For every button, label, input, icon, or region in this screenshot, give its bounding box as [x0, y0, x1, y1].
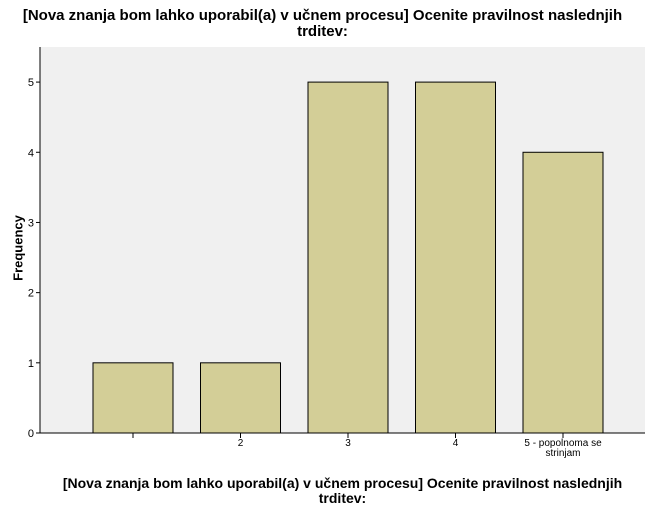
x-tick-label: 2 — [238, 438, 244, 449]
y-tick-label: 3 — [28, 217, 34, 229]
y-tick-label: 4 — [28, 147, 34, 159]
x-axis: 2 3 4 5 - popolnoma se strinjam — [40, 432, 645, 459]
y-tick-label: 2 — [28, 288, 34, 300]
bars — [92, 81, 604, 434]
y-tick-label: 5 — [28, 77, 34, 89]
y-tick-label: 0 — [28, 428, 34, 440]
y-tick-label: 1 — [28, 358, 34, 370]
bar — [307, 81, 389, 434]
x-tick-label: 3 — [345, 438, 351, 449]
bar — [92, 362, 174, 434]
bar — [522, 151, 604, 434]
bar — [415, 81, 496, 434]
chart-title: [Nova znanja bom lahko uporabil(a) v učn… — [22, 7, 623, 40]
x-axis-label: [Nova znanja bom lahko uporabil(a) v učn… — [62, 475, 623, 506]
x-tick-label: 4 — [453, 438, 459, 449]
x-tick-label: 5 - popolnoma se strinjam — [524, 438, 602, 459]
y-axis: 0 1 2 3 4 5 — [28, 47, 41, 440]
bar — [200, 362, 281, 434]
